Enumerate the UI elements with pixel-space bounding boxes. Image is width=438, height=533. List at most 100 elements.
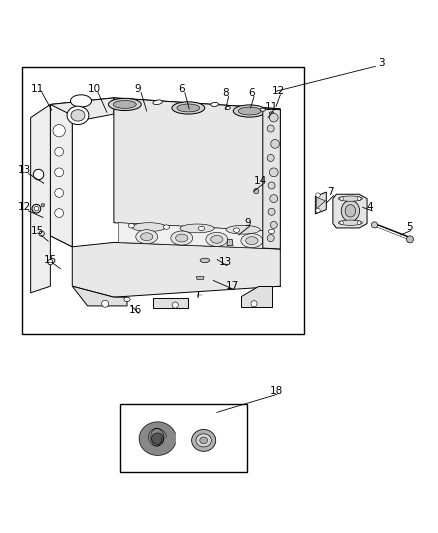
Polygon shape bbox=[72, 286, 127, 306]
Circle shape bbox=[371, 222, 378, 228]
Ellipse shape bbox=[176, 234, 188, 242]
Ellipse shape bbox=[233, 228, 240, 232]
Text: 16: 16 bbox=[129, 305, 142, 316]
Ellipse shape bbox=[260, 108, 265, 111]
Ellipse shape bbox=[341, 200, 360, 221]
Ellipse shape bbox=[200, 258, 210, 263]
Circle shape bbox=[357, 221, 361, 224]
Circle shape bbox=[357, 197, 361, 200]
Text: 3: 3 bbox=[378, 58, 385, 68]
Text: 13: 13 bbox=[18, 165, 31, 175]
Polygon shape bbox=[50, 98, 280, 118]
Ellipse shape bbox=[233, 105, 266, 117]
Ellipse shape bbox=[171, 231, 193, 245]
Circle shape bbox=[271, 140, 279, 148]
Circle shape bbox=[251, 301, 257, 307]
Circle shape bbox=[55, 147, 64, 156]
Text: 11: 11 bbox=[31, 84, 44, 94]
Circle shape bbox=[55, 209, 64, 217]
Text: 12: 12 bbox=[272, 86, 285, 96]
Circle shape bbox=[55, 168, 64, 177]
Polygon shape bbox=[153, 298, 188, 308]
Ellipse shape bbox=[198, 226, 205, 231]
Ellipse shape bbox=[269, 112, 274, 115]
Circle shape bbox=[316, 208, 320, 213]
Text: 4: 4 bbox=[367, 203, 374, 212]
Circle shape bbox=[406, 236, 413, 243]
Text: 9: 9 bbox=[244, 217, 251, 228]
Ellipse shape bbox=[124, 297, 130, 302]
Text: 10: 10 bbox=[88, 84, 101, 94]
Bar bbox=[120, 405, 247, 472]
Polygon shape bbox=[196, 277, 204, 280]
Text: 12: 12 bbox=[18, 203, 31, 212]
Circle shape bbox=[268, 208, 275, 215]
Ellipse shape bbox=[246, 237, 258, 245]
Ellipse shape bbox=[200, 437, 208, 443]
Text: 15: 15 bbox=[44, 255, 57, 265]
Ellipse shape bbox=[163, 225, 170, 229]
Polygon shape bbox=[50, 104, 72, 247]
Circle shape bbox=[267, 235, 274, 241]
Text: 18: 18 bbox=[269, 386, 283, 397]
Circle shape bbox=[48, 260, 53, 265]
Polygon shape bbox=[50, 98, 114, 247]
Circle shape bbox=[269, 168, 278, 177]
Circle shape bbox=[316, 193, 320, 197]
Circle shape bbox=[268, 182, 275, 189]
Ellipse shape bbox=[338, 196, 363, 201]
Circle shape bbox=[33, 169, 44, 180]
Ellipse shape bbox=[180, 224, 214, 233]
Polygon shape bbox=[241, 286, 272, 307]
Polygon shape bbox=[333, 194, 367, 228]
Ellipse shape bbox=[177, 104, 200, 112]
Polygon shape bbox=[263, 109, 280, 249]
Ellipse shape bbox=[113, 101, 136, 108]
Polygon shape bbox=[317, 197, 325, 209]
Text: 6: 6 bbox=[248, 88, 255, 99]
Polygon shape bbox=[114, 98, 280, 231]
Ellipse shape bbox=[345, 205, 356, 217]
Ellipse shape bbox=[211, 236, 223, 243]
Text: 15: 15 bbox=[31, 227, 44, 237]
Ellipse shape bbox=[67, 106, 89, 125]
Circle shape bbox=[55, 189, 64, 197]
Ellipse shape bbox=[225, 107, 230, 109]
Circle shape bbox=[270, 221, 277, 229]
Polygon shape bbox=[315, 192, 326, 214]
Circle shape bbox=[254, 189, 259, 194]
Circle shape bbox=[32, 204, 41, 213]
Text: 8: 8 bbox=[222, 88, 229, 99]
Ellipse shape bbox=[241, 233, 263, 248]
Ellipse shape bbox=[172, 102, 205, 114]
Circle shape bbox=[172, 302, 178, 308]
Circle shape bbox=[102, 300, 109, 307]
Polygon shape bbox=[118, 223, 280, 249]
Ellipse shape bbox=[153, 100, 162, 104]
Polygon shape bbox=[139, 422, 175, 455]
Circle shape bbox=[39, 231, 44, 236]
Ellipse shape bbox=[132, 223, 166, 231]
Circle shape bbox=[53, 125, 65, 137]
Ellipse shape bbox=[192, 430, 215, 451]
Ellipse shape bbox=[211, 102, 219, 107]
Text: 14: 14 bbox=[254, 176, 267, 186]
Circle shape bbox=[269, 113, 278, 122]
Text: 9: 9 bbox=[134, 84, 141, 94]
Circle shape bbox=[267, 125, 274, 132]
Ellipse shape bbox=[141, 233, 153, 241]
Text: 17: 17 bbox=[226, 281, 239, 291]
Bar bbox=[22, 67, 304, 334]
Polygon shape bbox=[31, 104, 50, 293]
Circle shape bbox=[340, 221, 343, 224]
Circle shape bbox=[270, 195, 278, 203]
Circle shape bbox=[267, 155, 274, 161]
Text: 13: 13 bbox=[219, 257, 232, 267]
Ellipse shape bbox=[71, 110, 85, 121]
Ellipse shape bbox=[226, 225, 260, 234]
Ellipse shape bbox=[268, 229, 275, 233]
Ellipse shape bbox=[108, 98, 141, 110]
Polygon shape bbox=[72, 243, 280, 297]
Circle shape bbox=[34, 206, 39, 211]
Text: 5: 5 bbox=[406, 222, 413, 232]
